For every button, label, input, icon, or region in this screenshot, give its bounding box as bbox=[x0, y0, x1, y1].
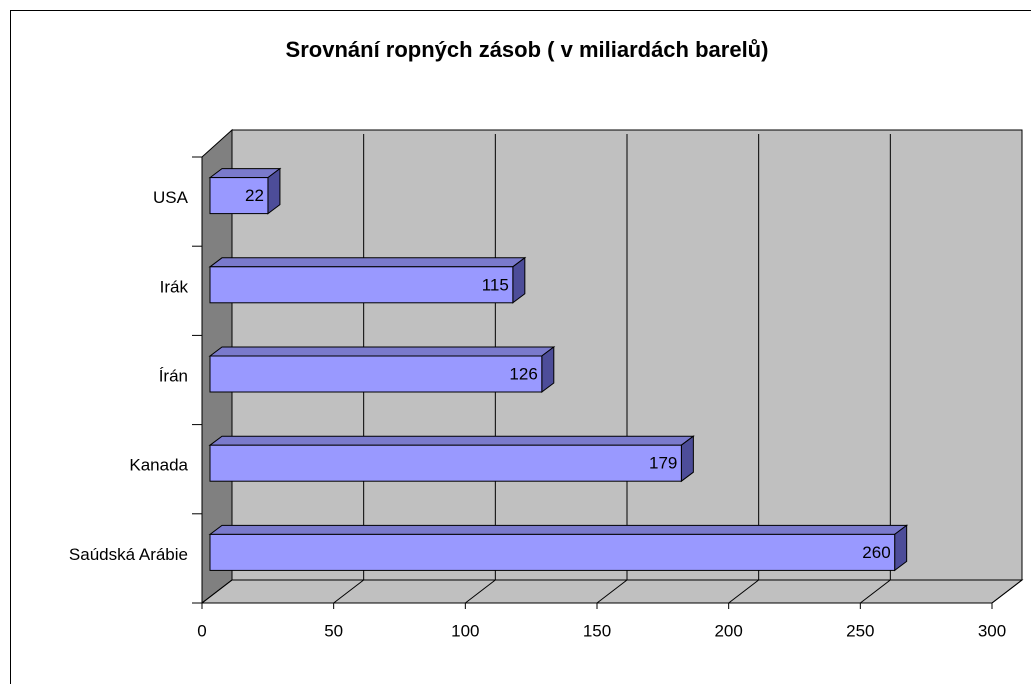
y-tick-label: Irák bbox=[160, 277, 189, 296]
value-label: 22 bbox=[245, 186, 264, 205]
bar bbox=[209, 444, 682, 482]
y-tick-label: Írán bbox=[159, 366, 188, 385]
bar bbox=[209, 266, 514, 304]
x-tick-label: 300 bbox=[978, 621, 1006, 640]
bar-top bbox=[208, 346, 556, 357]
y-tick-label: USA bbox=[153, 188, 189, 207]
bar bbox=[209, 355, 543, 393]
floor-grid-line bbox=[596, 579, 628, 604]
floor-grid-line bbox=[333, 579, 364, 604]
floor-grid-line bbox=[465, 579, 496, 604]
x-tick-label: 150 bbox=[583, 621, 611, 640]
y-tick-label: Kanada bbox=[129, 456, 188, 475]
value-label: 260 bbox=[862, 543, 890, 562]
floor-grid-line bbox=[728, 579, 759, 604]
x-tick-label: 0 bbox=[197, 621, 206, 640]
y-tick-label: Saúdská Arábie bbox=[69, 545, 188, 564]
floor-grid-line bbox=[860, 579, 891, 604]
chart-title: Srovnání ropných zásob ( v miliardách ba… bbox=[286, 37, 769, 62]
x-tick-label: 100 bbox=[451, 621, 479, 640]
x-tick-label: 250 bbox=[846, 621, 874, 640]
floor-grid-line bbox=[991, 579, 1023, 604]
bar bbox=[209, 533, 896, 571]
x-tick-label: 50 bbox=[324, 621, 343, 640]
value-label: 126 bbox=[509, 364, 537, 383]
floor-grid-line bbox=[201, 579, 233, 604]
value-label: 179 bbox=[649, 454, 677, 473]
x-tick-label: 200 bbox=[714, 621, 742, 640]
bar-top bbox=[208, 257, 527, 268]
value-label: 115 bbox=[482, 275, 509, 294]
bar bbox=[209, 177, 269, 215]
bar-top bbox=[208, 435, 695, 446]
bar-top bbox=[208, 524, 909, 535]
